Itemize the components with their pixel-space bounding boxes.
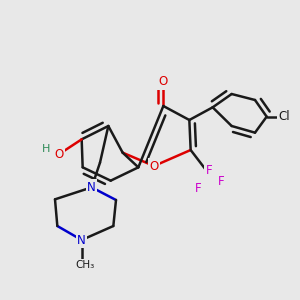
Text: N: N	[77, 233, 86, 247]
Text: CH₃: CH₃	[75, 260, 94, 270]
Text: O: O	[55, 148, 64, 160]
Text: Cl: Cl	[279, 110, 290, 123]
Text: F: F	[206, 164, 212, 176]
Text: H: H	[42, 145, 50, 154]
Text: F: F	[195, 182, 202, 195]
Text: O: O	[149, 160, 159, 172]
Text: O: O	[159, 75, 168, 88]
Text: F: F	[218, 175, 225, 188]
Text: N: N	[87, 181, 96, 194]
